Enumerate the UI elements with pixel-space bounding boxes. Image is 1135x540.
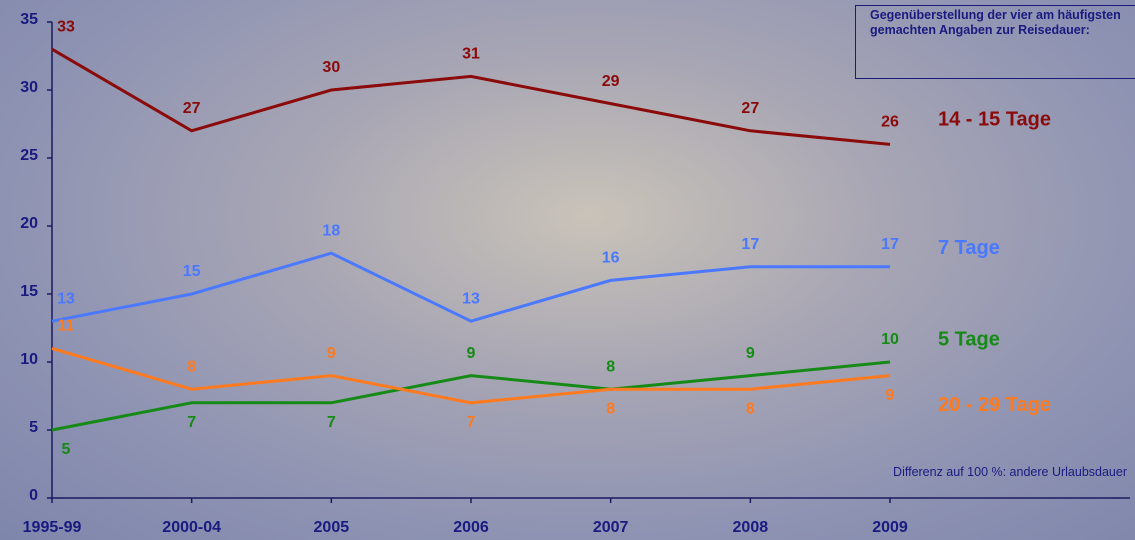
- chart-title: Gegenüberstellung der vier am häufigsten…: [855, 5, 1135, 79]
- data-label: 7: [187, 414, 196, 431]
- x-tick-label: 2005: [314, 519, 350, 536]
- y-tick-label: 20: [20, 215, 38, 232]
- y-tick-label: 35: [20, 11, 38, 28]
- data-label: 30: [322, 59, 340, 76]
- legend-label: 20 - 29 Tage: [938, 394, 1051, 416]
- data-label: 15: [183, 263, 201, 280]
- data-label: 13: [462, 290, 480, 307]
- data-label: 33: [57, 18, 75, 35]
- legend-label: 5 Tage: [938, 328, 1000, 350]
- data-label: 31: [462, 46, 480, 63]
- data-label: 17: [881, 236, 899, 253]
- series-line: [51, 346, 891, 405]
- x-tick-label: 2006: [453, 519, 489, 536]
- data-label: 9: [467, 345, 476, 362]
- data-label: 7: [327, 414, 336, 431]
- data-label: 27: [183, 100, 201, 117]
- data-label: 8: [746, 400, 755, 417]
- data-label: 29: [602, 73, 620, 90]
- legend-label: 7 Tage: [938, 237, 1000, 259]
- series-line: [51, 251, 890, 323]
- y-tick-label: 30: [20, 79, 38, 96]
- data-label: 17: [741, 236, 759, 253]
- data-label: 9: [886, 387, 895, 404]
- data-label: 13: [57, 290, 75, 307]
- data-label: 26: [881, 114, 899, 131]
- series-line: [51, 47, 891, 146]
- data-label: 8: [606, 400, 615, 417]
- y-tick-label: 0: [29, 487, 38, 504]
- series-line: [51, 360, 891, 432]
- x-tick-label: 2008: [733, 519, 769, 536]
- data-label: 10: [881, 331, 899, 348]
- x-tick-label: 2007: [593, 519, 629, 536]
- y-tick-label: 5: [29, 419, 38, 436]
- footnote: Differenz auf 100 %: andere Urlaubsdauer: [893, 465, 1127, 479]
- legend-label: 14 - 15 Tage: [938, 109, 1051, 131]
- x-tick-label: 2009: [872, 519, 908, 536]
- data-label: 9: [746, 345, 755, 362]
- x-tick-label: 2000-04: [162, 519, 221, 536]
- y-tick-label: 25: [20, 147, 38, 164]
- data-label: 27: [741, 100, 759, 117]
- data-label: 9: [327, 345, 336, 362]
- data-label: 11: [58, 318, 75, 335]
- data-label: 18: [322, 222, 340, 239]
- x-tick-label: 1995-99: [23, 519, 82, 536]
- y-tick-label: 15: [20, 283, 38, 300]
- data-label: 16: [602, 250, 620, 267]
- data-label: 7: [467, 414, 476, 431]
- data-label: 5: [62, 441, 71, 458]
- y-tick-label: 10: [20, 351, 38, 368]
- data-label: 8: [606, 358, 615, 375]
- data-label: 8: [187, 358, 196, 375]
